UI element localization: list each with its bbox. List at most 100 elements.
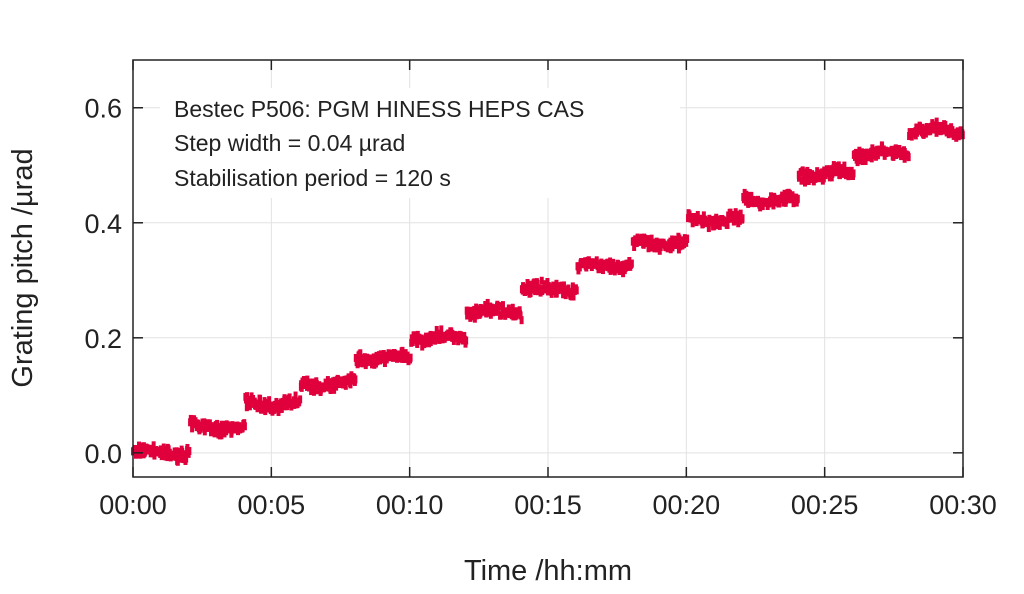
data-point [781,198,786,207]
data-point [219,431,224,440]
data-point [334,382,339,391]
data-point [308,383,313,392]
data-point [701,211,706,220]
axes: 00:00 00:05 00:10 00:15 00:20 00:25 00:30 0.0 0.… [84,60,997,520]
x-axis-label: Time /hh:mm [464,555,632,587]
data-point [258,400,263,409]
data-point [744,190,749,199]
data-point [298,395,303,404]
data-point [671,235,676,244]
data-point [439,325,444,334]
x-tick-label: 00:10 [376,490,444,520]
data-point [415,340,420,349]
data-point [837,171,842,180]
data-point [571,292,576,301]
annotation-line-2: Step width = 0.04 µrad [174,130,405,156]
data-point [875,151,880,160]
x-tick-label: 00:05 [238,490,306,520]
x-tick-label: 00:00 [99,490,167,520]
data-point [725,221,730,230]
data-point [287,393,292,402]
data-point [309,387,314,396]
data-point [806,176,811,185]
data-point [209,428,214,437]
data-point [135,450,140,459]
data-point [772,193,777,202]
data-point [180,447,185,456]
data-point [469,312,474,321]
data-point [353,375,358,384]
data-point [749,191,754,200]
data-point [184,454,189,463]
data-point [909,132,914,141]
data-point [285,402,290,411]
data-point [740,214,745,223]
data-point [485,298,490,307]
data-point [629,259,634,268]
data-point [950,126,955,135]
plot-frame [132,59,964,478]
y-tick-label: 0.6 [84,94,122,124]
data-point [428,337,433,346]
data-point [594,256,599,265]
data-point [210,422,215,431]
data-point [933,123,938,132]
data-point [265,404,270,413]
data-point [943,120,948,129]
data-point [267,396,272,405]
data-point [649,234,654,243]
data-point [244,403,249,412]
data-point [777,199,782,208]
y-tick-label: 0.2 [84,324,122,354]
data-point [525,279,530,288]
data-point [545,278,550,287]
data-point [381,349,386,358]
data-point [608,257,613,266]
data-series [131,117,965,466]
x-tick-label: 00:25 [791,490,859,520]
x-tick-label: 00:15 [514,490,582,520]
x-tick-label: 00:20 [653,490,721,520]
data-point [897,144,902,153]
data-point [424,332,429,341]
data-point [499,311,504,320]
data-point [715,215,720,224]
data-point [574,286,579,295]
data-point [343,381,348,390]
data-point [539,276,544,285]
data-point [554,279,559,288]
data-point [483,300,488,309]
data-point [836,161,841,170]
data-point [535,279,540,288]
y-tick-label: 0.0 [84,439,122,469]
data-point [162,445,167,454]
data-point [497,302,502,311]
y-axis-label: Grating pitch /µrad [7,148,39,387]
data-point [795,194,800,203]
data-point [519,316,524,325]
data-point [518,311,523,320]
data-point [488,310,493,319]
data-point [738,209,743,218]
data-point [187,447,192,456]
data-point [325,376,330,385]
data-point [202,418,207,427]
data-point [224,427,229,436]
data-point [805,166,810,175]
data-point [190,424,195,433]
data-point [649,243,654,252]
data-point [358,349,363,358]
data-point [450,329,455,338]
data-point [559,281,564,290]
data-point [855,158,860,167]
data-point [728,208,733,217]
data-point [857,146,862,155]
data-point [258,394,263,403]
data-point [891,152,896,161]
annotation-line-3: Stabilisation period = 120 s [174,165,451,191]
data-point [863,156,868,165]
data-point [646,244,651,253]
data-point [177,452,182,461]
data-point [601,266,606,275]
